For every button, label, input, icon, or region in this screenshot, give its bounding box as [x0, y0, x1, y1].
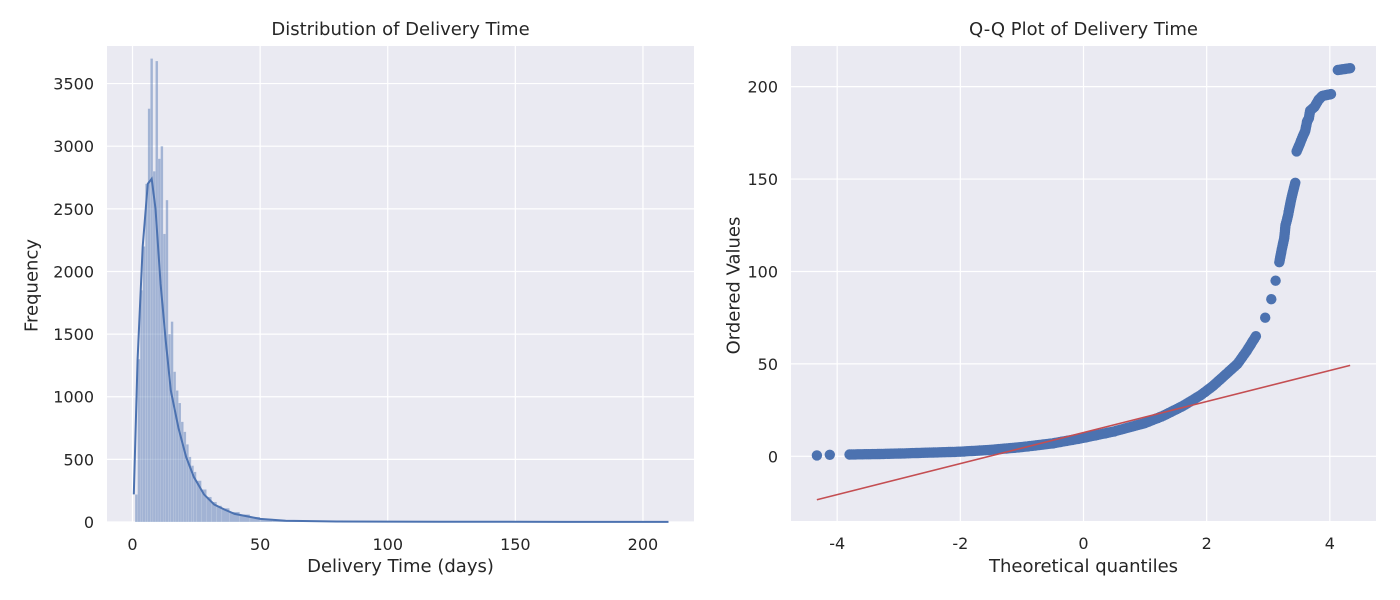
y-tick-label: 200	[747, 78, 778, 97]
x-tick-label: 150	[500, 535, 531, 554]
histogram-bar	[150, 58, 154, 523]
x-tick-label: -4	[829, 534, 845, 553]
qq-title: Q-Q Plot of Delivery Time	[969, 19, 1198, 40]
histogram-bar	[145, 183, 149, 523]
y-tick-label: 2500	[53, 200, 94, 219]
histogram-bar	[216, 505, 223, 523]
y-tick-label: 1000	[53, 388, 94, 407]
histogram-bar	[152, 171, 156, 523]
qq-xlabel: Theoretical quantiles	[988, 556, 1179, 577]
y-tick-label: 3000	[53, 137, 94, 156]
x-tick-label: 0	[1078, 534, 1088, 553]
y-tick-label: 3500	[53, 75, 94, 94]
histogram-bar	[188, 456, 192, 523]
histogram-bar	[229, 511, 240, 523]
y-tick-label: 1500	[53, 325, 94, 344]
histogram-bar	[211, 501, 217, 523]
qq-point	[1266, 294, 1277, 305]
histogram-bar	[155, 60, 159, 523]
x-tick-label: -2	[952, 534, 968, 553]
histogram-bar	[196, 480, 202, 523]
histogram-bar	[147, 108, 151, 523]
histogram-bar	[137, 358, 141, 523]
y-tick-label: 100	[747, 262, 778, 281]
histogram-bar	[183, 431, 187, 523]
histogram-bar	[185, 444, 189, 523]
histogram-bar	[178, 402, 182, 523]
histogram-bar	[191, 465, 194, 523]
histogram-bar	[170, 321, 174, 523]
histogram-title: Distribution of Delivery Time	[271, 19, 530, 40]
qq-point	[1325, 88, 1337, 100]
qq-point	[1290, 177, 1301, 188]
histogram-bar	[193, 471, 197, 523]
histogram-bar	[206, 496, 212, 523]
histogram-bar	[221, 508, 230, 523]
y-tick-label: 0	[84, 513, 94, 532]
axes-background	[107, 46, 694, 522]
x-tick-label: 50	[250, 535, 270, 554]
qq-point	[1260, 312, 1271, 323]
histogram-bar	[139, 290, 143, 523]
qq-point	[1344, 62, 1356, 74]
kde-curve	[132, 176, 669, 523]
histogram-bar	[180, 421, 184, 523]
histogram-xlabel: Delivery Time (days)	[307, 556, 494, 577]
histogram-bar	[162, 233, 166, 523]
qq-point	[1250, 331, 1262, 342]
y-tick-label: 150	[747, 170, 778, 189]
qq-axes: -4 -2 0 2 4 0 50 100 150 200	[747, 46, 1376, 553]
x-tick-label: 200	[628, 535, 659, 554]
x-tick-label: 0	[127, 535, 137, 554]
qq-point	[1270, 275, 1281, 286]
x-tick-label: 4	[1325, 534, 1335, 553]
histogram-bar	[157, 158, 161, 523]
qq-point	[824, 449, 835, 460]
y-tick-label: 500	[63, 450, 94, 469]
y-tick-label: 50	[758, 355, 778, 374]
y-tick-label: 2000	[53, 262, 94, 281]
qq-reference-line	[816, 364, 1351, 501]
histogram-bar	[142, 246, 146, 523]
histogram-bar	[173, 371, 177, 523]
x-tick-label: 100	[372, 535, 403, 554]
histogram-bar	[175, 390, 179, 523]
histogram-bar	[168, 333, 172, 523]
histogram-bar	[160, 146, 164, 523]
histogram-bar	[239, 514, 251, 523]
x-tick-label: 2	[1202, 534, 1212, 553]
y-tick-label: 0	[768, 447, 778, 466]
histogram-bar	[134, 494, 138, 523]
histogram-bar	[201, 489, 207, 523]
qq-point	[811, 450, 823, 461]
